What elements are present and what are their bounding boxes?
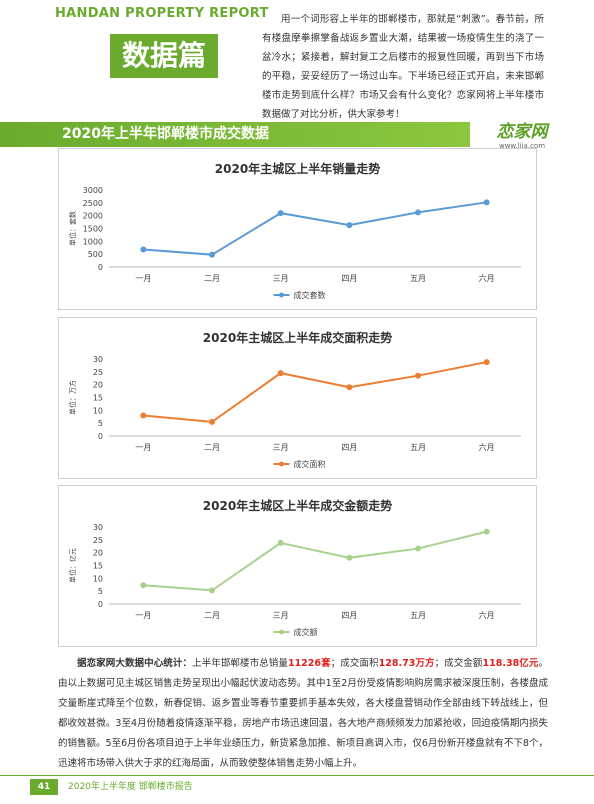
summary-figure: 118.38亿元 (482, 658, 539, 669)
chart-panel: 2020年主城区上半年成交金额走势单位：亿元 0 5 10 15 20 25 30 一月 二月 三月… (58, 485, 537, 647)
legend-marker (279, 629, 284, 635)
y-tick-label: 1500 (83, 225, 103, 234)
point (346, 384, 353, 391)
series-line (143, 361, 487, 423)
point (415, 545, 421, 552)
point (346, 554, 353, 561)
x-tick-label: 一月 (135, 274, 151, 283)
point (415, 209, 421, 216)
point (415, 372, 421, 379)
chart-title: 2020年主城区上半年成交面积走势 (203, 330, 392, 345)
point (346, 222, 353, 229)
section-bar: 2020年上半年邯郸楼市成交数据 (0, 122, 470, 147)
summary-part: ；成交面积 (330, 658, 379, 669)
x-tick-label: 三月 (273, 443, 289, 452)
chart-panel: 2020年主城区上半年销量走势单位：套数 0 500 1000 1500 2000 2500… (58, 148, 537, 310)
point (209, 587, 215, 594)
x-tick-label: 六月 (479, 610, 495, 620)
x-tick-label: 六月 (479, 273, 495, 283)
badge: 数据篇 (110, 34, 218, 78)
y-tick-label: 2000 (83, 212, 103, 221)
point (209, 251, 215, 258)
legend-label: 成交额 (294, 627, 318, 637)
y-axis-label: 单位：亿元 (68, 548, 77, 583)
y-tick-label: 500 (88, 250, 103, 259)
intro-text: 用一个词形容上半年的邯郸楼市，那就是“刺激”。春节前，所有楼盘摩拳擦掌备战返乡置… (262, 14, 544, 120)
y-tick-label: 30 (93, 523, 103, 532)
x-tick-label: 一月 (135, 443, 151, 452)
legend-marker (279, 461, 284, 467)
series-line (143, 530, 487, 592)
x-tick-label: 四月 (341, 611, 357, 620)
point (140, 412, 147, 419)
logo-name: 恋家网 (496, 122, 548, 142)
summary-figure: 11226套 (287, 658, 331, 669)
y-tick-label: 30 (93, 355, 103, 364)
summary-figure: 128.73万方 (378, 658, 435, 669)
y-tick-label: 5 (98, 587, 103, 596)
summary-part: 上半年邯郸楼市总销量 (192, 658, 288, 669)
y-tick-label: 5 (98, 419, 103, 428)
logo: 恋家网 www.ljia.com (472, 117, 572, 150)
y-tick-label: 25 (93, 536, 103, 545)
summary-part: 。由以上数据可见主城区销售走势呈现出小幅起伏波动态势。其中1至2月份受疫情影响购… (58, 658, 548, 769)
x-tick-label: 一月 (135, 611, 151, 620)
y-axis-label: 单位：套数 (68, 211, 77, 246)
x-tick-label: 五月 (410, 611, 426, 620)
y-tick-label: 0 (98, 432, 103, 441)
y-tick-label: 10 (93, 574, 103, 583)
point (483, 359, 490, 366)
legend-marker (279, 292, 284, 298)
x-tick-label: 二月 (204, 611, 220, 620)
brand: HANDAN PROPERTY REPORT (55, 6, 269, 21)
y-tick-label: 10 (93, 406, 103, 415)
x-tick-label: 五月 (410, 274, 426, 283)
logo-url: www.ljia.com (498, 142, 546, 150)
x-tick-label: 四月 (341, 443, 357, 452)
point (483, 528, 490, 535)
y-axis-label: 单位：万方 (68, 380, 77, 415)
y-tick-label: 20 (93, 381, 103, 390)
point (277, 370, 284, 377)
point (277, 210, 284, 217)
x-tick-label: 六月 (479, 442, 495, 452)
footer-text: 2020年上半年度 邯郸楼市报告 (68, 782, 193, 792)
x-tick-label: 五月 (410, 443, 426, 452)
point (209, 418, 215, 425)
y-tick-label: 0 (98, 600, 103, 609)
x-tick-label: 三月 (273, 274, 289, 283)
y-tick-label: 15 (93, 394, 103, 403)
point (140, 582, 147, 589)
page-number: 41 (30, 779, 58, 795)
x-tick-label: 四月 (341, 274, 357, 283)
summary-part: ；成交金额 (434, 658, 483, 669)
legend-label: 成交套数 (294, 290, 326, 300)
summary: 据恋家网大数据中心统计：上半年邯郸楼市总销量11226套；成交面积128.73万… (58, 654, 548, 774)
chart-panel: 2020年主城区上半年成交面积走势单位：万方 0 5 10 15 20 25 30 一月 二月 三月… (58, 317, 537, 479)
point (483, 199, 490, 206)
point (277, 539, 284, 546)
y-tick-label: 3000 (83, 186, 103, 195)
footer: 41 2020年上半年度 邯郸楼市报告 (0, 775, 594, 804)
x-tick-label: 三月 (273, 611, 289, 620)
point (140, 246, 147, 253)
section-title: 2020年上半年邯郸楼市成交数据 (62, 126, 269, 142)
y-tick-label: 15 (93, 562, 103, 571)
chart-title: 2020年主城区上半年销量走势 (215, 161, 380, 176)
x-tick-label: 二月 (204, 443, 220, 452)
y-tick-label: 20 (93, 549, 103, 558)
chart-title: 2020年主城区上半年成交金额走势 (203, 498, 392, 513)
y-tick-label: 0 (98, 263, 103, 272)
y-tick-label: 25 (93, 368, 103, 377)
summary-part: 据恋家网大数据中心统计： (77, 658, 193, 669)
series-line (143, 201, 487, 256)
x-tick-label: 二月 (204, 274, 220, 283)
y-tick-label: 2500 (83, 199, 103, 208)
y-tick-label: 1000 (83, 237, 103, 246)
legend-label: 成交面积 (294, 459, 326, 469)
